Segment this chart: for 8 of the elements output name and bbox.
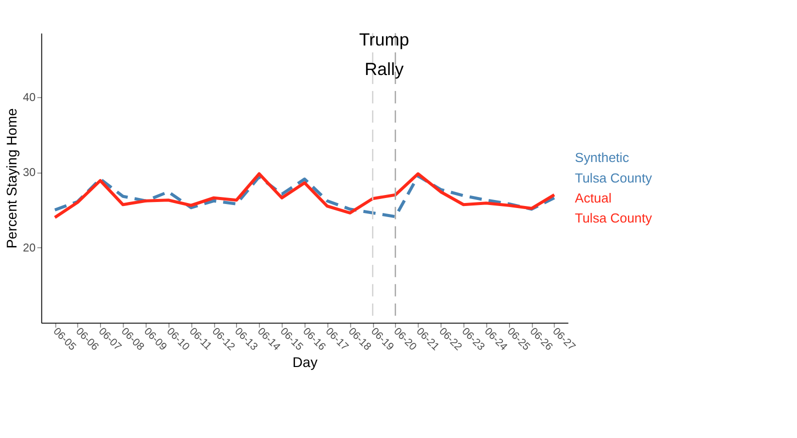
y-tick-label: 20 <box>22 242 36 254</box>
y-tick-label: 40 <box>22 92 36 104</box>
annotation: Trump Rally <box>359 29 410 80</box>
x-axis-title: Day <box>292 354 318 370</box>
y-tick-label: 30 <box>22 167 36 180</box>
y-axis-title: Percent Staying Home <box>4 108 20 249</box>
series-label: Actual Tulsa County <box>574 190 652 226</box>
series-label: Synthetic Tulsa County <box>574 150 652 186</box>
